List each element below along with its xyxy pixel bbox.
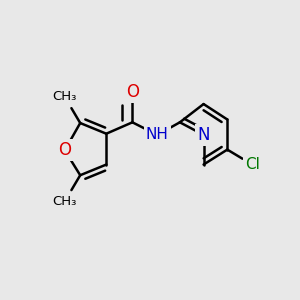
Text: N: N <box>197 126 210 144</box>
Text: CH₃: CH₃ <box>52 195 77 208</box>
Text: Cl: Cl <box>245 157 260 172</box>
Text: O: O <box>58 141 71 159</box>
Text: CH₃: CH₃ <box>52 90 77 104</box>
Text: O: O <box>126 83 139 101</box>
Text: NH: NH <box>146 128 169 142</box>
